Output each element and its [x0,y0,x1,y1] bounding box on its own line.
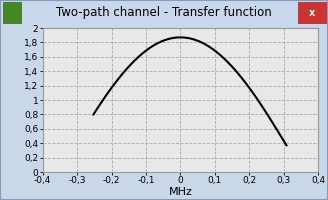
X-axis label: MHz: MHz [169,187,192,197]
Text: x: x [309,7,316,18]
Text: Two-path channel - Transfer function: Two-path channel - Transfer function [56,6,272,19]
